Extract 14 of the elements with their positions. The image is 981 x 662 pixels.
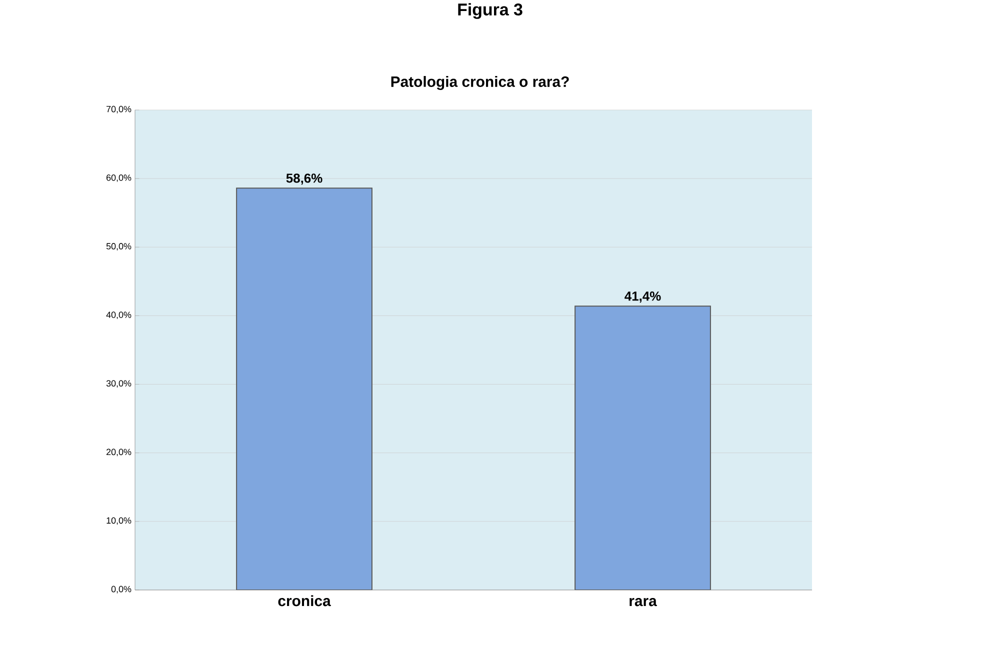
data-label: 58,6%: [286, 174, 322, 185]
y-tick-label: 50,0%: [106, 243, 132, 250]
y-tick-label: 40,0%: [106, 312, 132, 320]
x-tick-label: rara: [630, 598, 657, 606]
y-tick-label: 0,0%: [111, 586, 132, 594]
x-tick-label: cronica: [278, 595, 331, 606]
chart-title: Figura 3: [458, 3, 522, 19]
y-tick-label: 20,0%: [106, 448, 132, 456]
chart-subtitle: Patologia cronica o rara?: [391, 76, 569, 90]
y-tick-label: 60,0%: [106, 174, 132, 182]
data-label: 41,4%: [624, 292, 661, 303]
y-tick-label: 70,0%: [106, 106, 132, 114]
y-tick-label: 10,0%: [106, 517, 132, 525]
y-tick-label: 30,0%: [106, 380, 132, 388]
